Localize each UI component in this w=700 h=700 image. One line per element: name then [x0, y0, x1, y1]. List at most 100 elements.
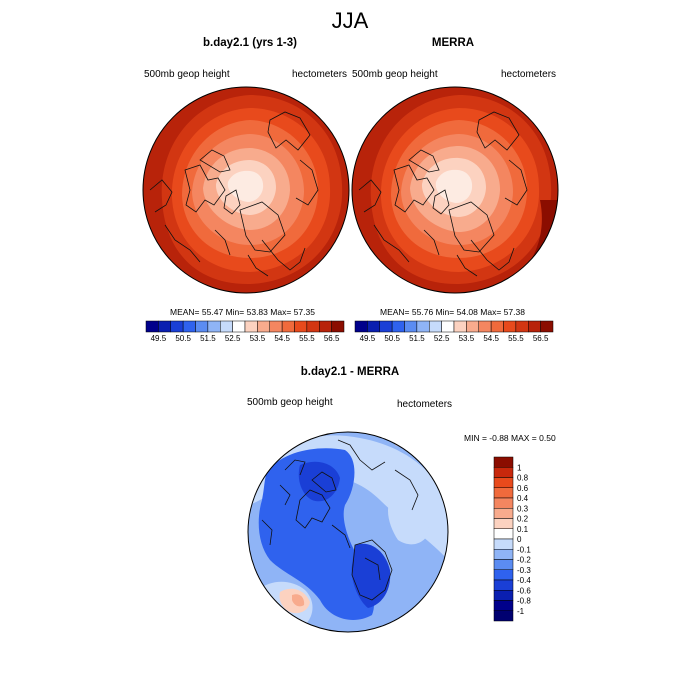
colorbar-difference-tick-label: 1	[517, 463, 522, 472]
colorbar-difference-swatch	[493, 538, 514, 550]
colorbar-difference-tick-label: -1	[517, 607, 525, 616]
colorbar-model-swatch	[281, 320, 295, 333]
polar-map-model	[142, 86, 350, 294]
colorbar-merra-swatch	[490, 320, 504, 333]
colorbar-difference-swatch	[493, 569, 514, 581]
colorbar-model-tick-label: 51.5	[200, 334, 216, 343]
diff-max-label: MAX =	[511, 433, 537, 443]
panel-1-max-label: Max=	[270, 307, 292, 317]
polar-map-difference	[247, 431, 449, 633]
panel-1-mean-label: MEAN=	[170, 307, 200, 317]
colorbar-model-tick-label: 52.5	[225, 334, 241, 343]
colorbar-merra-tick-label: 49.5	[360, 334, 376, 343]
colorbar-merra-tick-label: 52.5	[434, 334, 450, 343]
colorbar-model-swatch	[145, 320, 159, 333]
colorbar-merra-swatch	[540, 320, 554, 333]
panel-2-title: MERRA	[431, 37, 475, 49]
colorbar-difference-swatch	[493, 456, 514, 468]
colorbar-model-swatch	[195, 320, 209, 333]
diff-panel-left-label: 500mb geop height	[247, 397, 333, 408]
panel-2-stats: MEAN= 55.76 Min= 54.08 Max= 57.38	[380, 307, 525, 317]
colorbar-difference-tick-label: 0	[517, 535, 522, 544]
colorbar-model-tick-label: 50.5	[175, 334, 191, 343]
colorbar-difference-swatch	[493, 590, 514, 601]
colorbar-model-tick-label: 53.5	[250, 334, 266, 343]
colorbar-merra-swatch	[453, 320, 467, 333]
colorbar-model-swatch	[257, 320, 270, 333]
diff-panel-stats: MIN = -0.88 MAX = 0.50	[464, 433, 556, 443]
colorbar-merra-swatch	[478, 320, 492, 333]
colorbar-difference-swatch	[493, 508, 514, 519]
colorbar-difference-tick-label: -0.3	[517, 566, 531, 575]
colorbar-model-swatch	[232, 320, 246, 333]
colorbar-merra-swatch	[404, 320, 418, 333]
colorbar-merra-swatch	[391, 320, 405, 333]
colorbar-model-swatch	[158, 320, 171, 333]
colorbar-difference-tick-label: -0.6	[517, 586, 531, 595]
colorbar-merra: 49.5 50.5 51.5 52.5 53.5 54.5 55.5 56.5	[354, 320, 554, 343]
colorbar-merra-swatch	[503, 320, 517, 333]
colorbar-model-swatch	[331, 320, 345, 333]
colorbar-merra-swatch	[515, 320, 529, 333]
colorbar-merra-tick-label: 51.5	[409, 334, 425, 343]
panel-2-max-label: Max=	[480, 307, 502, 317]
panel-1-left-label: 500mb geop height	[144, 69, 230, 80]
colorbar-difference-tick-label: -0.4	[517, 576, 531, 585]
diff-panel-title: b.day2.1 - MERRA	[300, 366, 400, 378]
colorbar-merra-swatch	[367, 320, 380, 333]
panel-1-mean-value: 55.47	[201, 307, 224, 317]
colorbar-difference-tick-label: -0.1	[517, 545, 531, 554]
colorbar-difference-tick-label: 0.1	[517, 525, 529, 534]
diff-max-value: 0.50	[539, 433, 556, 443]
panel-1-stats: MEAN= 55.47 Min= 53.83 Max= 57.35	[170, 307, 315, 317]
colorbar-merra-swatch	[528, 320, 541, 333]
colorbar-merra-tick-label: 55.5	[508, 334, 524, 343]
colorbar-difference-tick-label: 0.6	[517, 484, 529, 493]
colorbar-difference-swatch	[493, 559, 514, 570]
panel-2-max-value: 57.38	[503, 307, 525, 317]
panel-2-left-label: 500mb geop height	[352, 69, 438, 80]
colorbar-merra-swatch	[466, 320, 479, 333]
panel-2-mean-label: MEAN=	[380, 307, 410, 317]
colorbar-model-swatch	[207, 320, 221, 333]
colorbar-merra-swatch	[354, 320, 368, 333]
colorbar-difference-swatch	[493, 487, 514, 499]
colorbar-model-tick-label: 54.5	[274, 334, 290, 343]
colorbar-model-tick-label: 56.5	[324, 334, 340, 343]
colorbar-difference-swatch	[493, 600, 514, 611]
panel-1-max-value: 57.35	[293, 307, 315, 317]
colorbar-model-swatch	[182, 320, 196, 333]
colorbar-merra-tick-label: 53.5	[459, 334, 475, 343]
colorbar-model-swatch	[319, 320, 332, 333]
colorbar-merra-tick-label: 50.5	[384, 334, 400, 343]
colorbar-difference-swatch	[493, 477, 514, 488]
colorbar-merra-swatch	[416, 320, 430, 333]
panel-1-min-value: 53.83	[246, 307, 268, 317]
colorbar-model-swatch	[269, 320, 283, 333]
panel-1-title: b.day2.1 (yrs 1-3)	[203, 37, 297, 49]
colorbar-model-tick-label: 49.5	[151, 334, 167, 343]
panel-2-right-label: hectometers	[501, 69, 557, 80]
polar-map-merra	[351, 86, 559, 294]
colorbar-model-tick-label: 55.5	[299, 334, 315, 343]
colorbar-merra-tick-label: 54.5	[483, 334, 499, 343]
colorbar-difference-tick-label: 0.8	[517, 474, 529, 483]
colorbar-difference-swatch	[493, 528, 514, 540]
colorbar-merra-swatch	[379, 320, 393, 333]
colorbar-model: 49.5 50.5 51.5 52.5 53.5 54.5 55.5 56.5	[145, 320, 345, 343]
colorbar-difference-swatch	[493, 610, 514, 622]
colorbar-difference-tick-label: 0.4	[517, 494, 529, 503]
colorbar-difference-swatch	[493, 497, 514, 509]
colorbar-difference-swatch	[493, 518, 514, 529]
panel-2-mean-value: 55.76	[411, 307, 434, 317]
colorbar-model-swatch	[244, 320, 258, 333]
colorbar-difference-swatch	[493, 467, 514, 478]
colorbar-model-swatch	[306, 320, 320, 333]
colorbar-difference-tick-label: 0.2	[517, 515, 529, 524]
diff-min-value: -0.88	[489, 433, 509, 443]
colorbar-model-swatch	[170, 320, 184, 333]
colorbar-model-swatch	[294, 320, 308, 333]
colorbar-difference-tick-label: -0.2	[517, 556, 531, 565]
colorbar-difference-tick-label: -0.8	[517, 597, 531, 606]
